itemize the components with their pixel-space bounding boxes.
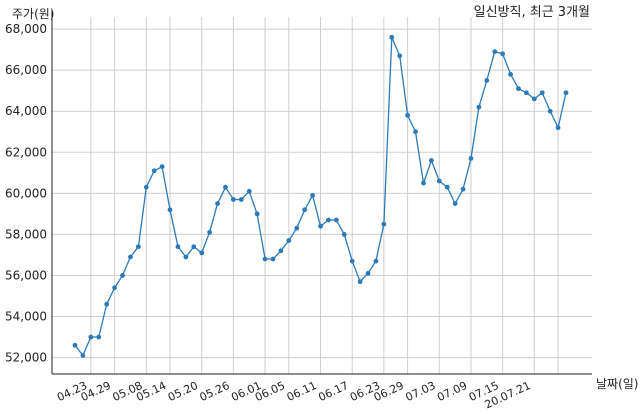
data-point [452,201,458,207]
x-tick-labels: 04.2304.2905.0805.1405.2005.2606.0106.05… [55,379,533,411]
data-point [223,184,228,190]
data-point [381,221,387,227]
data-point [468,156,474,161]
data-point [326,217,331,223]
y-tick-label: 62,000 [5,145,47,159]
data-point [318,223,323,229]
data-point [531,96,537,102]
x-tick-label: 05.20 [166,379,200,404]
data-point [278,248,284,254]
data-point [421,180,426,186]
data-point [199,250,205,256]
data-point [436,178,442,184]
x-tick-label: 07.09 [435,379,469,404]
chart-title: 일신방직, 최근 3개월 [474,5,590,20]
data-point [151,168,157,174]
data-point [500,51,506,57]
data-point [333,217,339,223]
data-point [397,53,403,59]
data-point [270,256,276,262]
data-point [96,334,102,340]
data-point [80,353,86,358]
data-point [294,225,300,231]
data-point [389,34,395,40]
x-tick-label: 06.17 [316,379,350,404]
data-point [492,49,498,55]
y-tick-label: 64,000 [5,104,47,118]
data-point [484,78,490,83]
y-axis-label: 주가(원) [12,7,54,21]
data-point [547,108,553,114]
data-point [302,207,308,213]
y-tick-label: 54,000 [5,310,47,324]
data-point [349,258,355,264]
data-point [310,192,315,198]
series-layer [72,34,569,358]
data-point [357,279,363,285]
data-point [516,86,521,92]
axis-layer [51,11,592,375]
data-point [373,258,379,264]
grid-layer [52,17,592,374]
y-tick-label: 68,000 [5,22,47,36]
data-point [112,285,117,291]
y-tick-label: 66,000 [5,63,47,77]
data-point [476,104,482,110]
data-point [405,112,411,118]
data-point [460,186,466,192]
y-tick-label: 58,000 [5,227,47,241]
data-point [254,211,260,217]
x-tick-label: 07.03 [404,379,438,404]
data-point [365,271,371,276]
data-point [120,273,125,278]
data-point [175,244,181,250]
data-point [191,244,197,250]
data-point [159,164,165,170]
y-tick-label: 60,000 [5,186,47,200]
data-point [207,229,213,235]
y-tick-labels: 52,000 54,000 56,000 58,000 60,000 62,000 64,0… [5,22,47,364]
data-point [428,158,434,163]
x-axis-label: 날짜(일) [596,377,638,391]
data-point [238,197,244,202]
data-point [524,90,529,96]
data-point [508,71,513,77]
data-point [341,232,347,237]
data-point [88,334,94,340]
data-point [444,184,450,190]
data-point [413,129,418,135]
y-tick-label: 52,000 [5,351,47,365]
data-point [135,244,141,250]
data-point [262,256,268,262]
data-point [143,184,149,190]
y-tick-label: 56,000 [5,268,47,282]
data-point [563,90,569,96]
data-point [286,238,292,243]
data-point [72,342,78,348]
data-point [555,125,561,131]
data-point [230,197,236,202]
data-point [246,188,252,194]
x-tick-label: 05.26 [198,379,232,404]
data-point [167,207,173,213]
x-tick-label: 06.11 [285,379,319,404]
data-point [539,90,545,96]
data-point [215,201,220,207]
data-point [128,254,133,260]
data-point [183,254,189,260]
data-point [104,301,110,307]
